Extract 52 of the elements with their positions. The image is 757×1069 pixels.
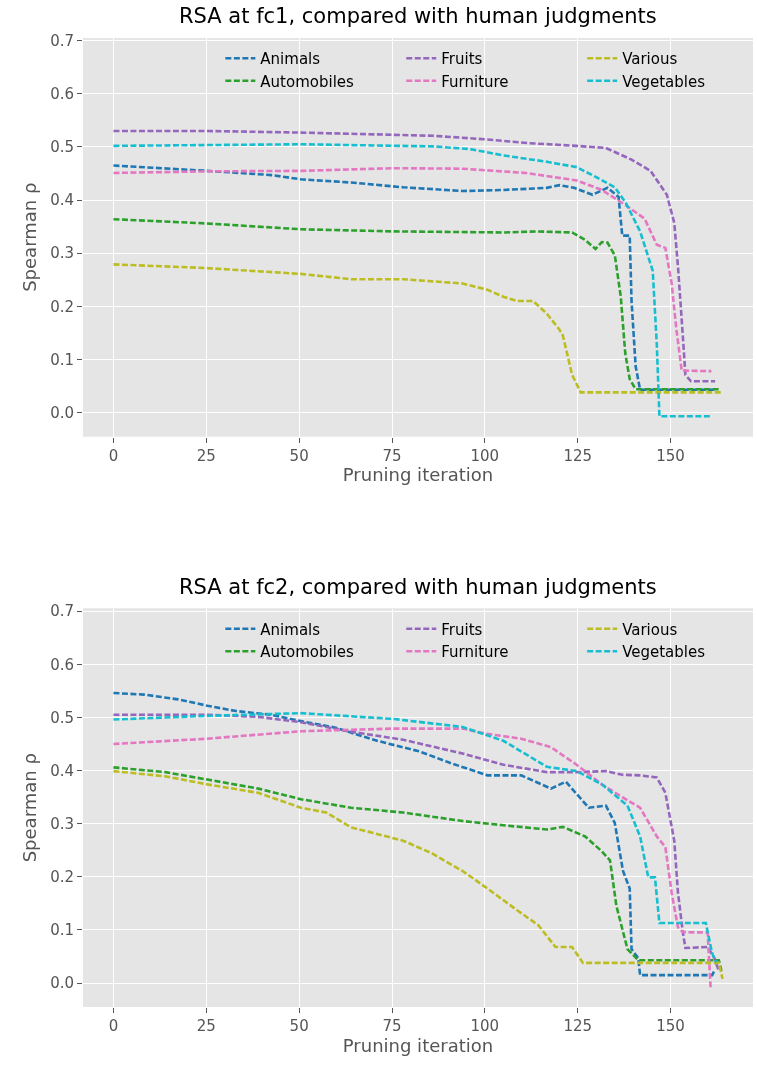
x-axis-title: Pruning iteration [342, 1035, 494, 1056]
y-tick-label: 0.4 [50, 761, 74, 780]
legend-label: Vegetables [622, 643, 706, 662]
y-tick-label: 0.7 [50, 31, 74, 50]
y-tick-label: 0.6 [50, 85, 74, 104]
legend-label: Vegetables [622, 72, 706, 91]
y-tick-label: 0.3 [50, 814, 74, 833]
y-axis-title: Spearman ρ [19, 182, 41, 292]
legend-label: Various [622, 620, 678, 639]
legend-label: Furniture [441, 72, 509, 91]
x-tick-label: 25 [196, 1017, 216, 1035]
y-tick-label: 0.1 [50, 350, 74, 369]
x-tick-label: 0 [108, 446, 119, 465]
y-tick-label: 0.1 [50, 921, 74, 940]
legend-label: Animals [260, 50, 321, 69]
y-tick-label: 0.4 [50, 191, 74, 210]
x-tick-label: 75 [382, 1017, 402, 1035]
line-series [112, 129, 717, 383]
x-tick-label: 0 [108, 1017, 119, 1035]
y-axis-title: Spearman ρ [19, 753, 41, 863]
legend-label: Furniture [441, 643, 509, 662]
x-tick-label: 75 [382, 446, 402, 465]
chart-title: RSA at fc2, compared with human judgments [179, 575, 657, 599]
x-tick-label: 25 [196, 446, 216, 465]
x-tick-label: 125 [563, 446, 593, 465]
y-tick-label: 0.6 [50, 655, 74, 674]
x-tick-label: 125 [563, 1017, 593, 1035]
legend-label: Automobiles [260, 72, 355, 91]
legend-label: Various [622, 50, 678, 69]
y-tick-label: 0.0 [50, 974, 74, 993]
y-tick-label: 0.5 [50, 708, 74, 727]
legend-label: Animals [260, 620, 321, 639]
x-axis-title: Pruning iteration [342, 464, 494, 486]
line-series [112, 142, 713, 418]
y-tick-label: 0.7 [50, 602, 74, 621]
x-tick-label: 50 [289, 1017, 309, 1035]
legend-label: Fruits [441, 50, 483, 69]
legend-label: Automobiles [260, 643, 355, 662]
x-tick-label: 100 [470, 446, 500, 465]
y-tick-label: 0.5 [50, 138, 74, 157]
x-tick-label: 150 [656, 1017, 685, 1035]
y-tick-label: 0.2 [50, 868, 74, 887]
y-tick-label: 0.2 [50, 297, 74, 316]
legend-label: Fruits [441, 620, 483, 639]
x-tick-label: 150 [656, 446, 685, 465]
y-tick-label: 0.0 [50, 403, 74, 422]
line-series [112, 263, 724, 394]
line-series [112, 217, 721, 391]
chart-title: RSA at fc1, compared with human judgments [179, 4, 657, 28]
x-tick-label: 100 [470, 1017, 500, 1035]
x-tick-label: 50 [289, 446, 309, 465]
y-tick-label: 0.3 [50, 244, 74, 263]
